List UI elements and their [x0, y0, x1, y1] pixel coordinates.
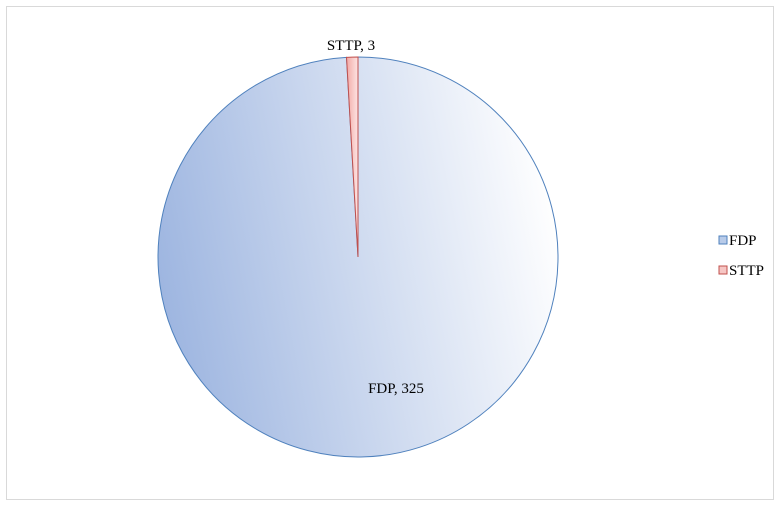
legend-swatch-sttp [718, 265, 728, 275]
pie-slice-fdp [157, 56, 559, 458]
legend-item-fdp: FDP [729, 233, 757, 249]
pie-slice-sttp [345, 56, 359, 258]
slice-label-sttp: STTP, 3 [327, 38, 375, 54]
legend-item-sttp: STTP [729, 263, 764, 279]
legend-swatch-fdp [718, 235, 728, 245]
data-labels: FDP, 325 STTP, 3 [327, 38, 424, 397]
pie-slices [157, 56, 559, 458]
slice-label-fdp: FDP, 325 [368, 381, 424, 397]
legend: FDP STTP [718, 233, 764, 279]
